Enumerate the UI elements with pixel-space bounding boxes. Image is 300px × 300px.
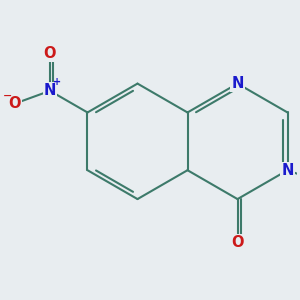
- Text: O: O: [44, 46, 56, 61]
- Text: O: O: [8, 96, 21, 111]
- Text: N: N: [231, 76, 244, 91]
- Text: N: N: [281, 163, 294, 178]
- Text: O: O: [231, 235, 244, 250]
- Text: −: −: [2, 91, 12, 101]
- Text: N: N: [44, 83, 56, 98]
- Text: +: +: [53, 77, 62, 87]
